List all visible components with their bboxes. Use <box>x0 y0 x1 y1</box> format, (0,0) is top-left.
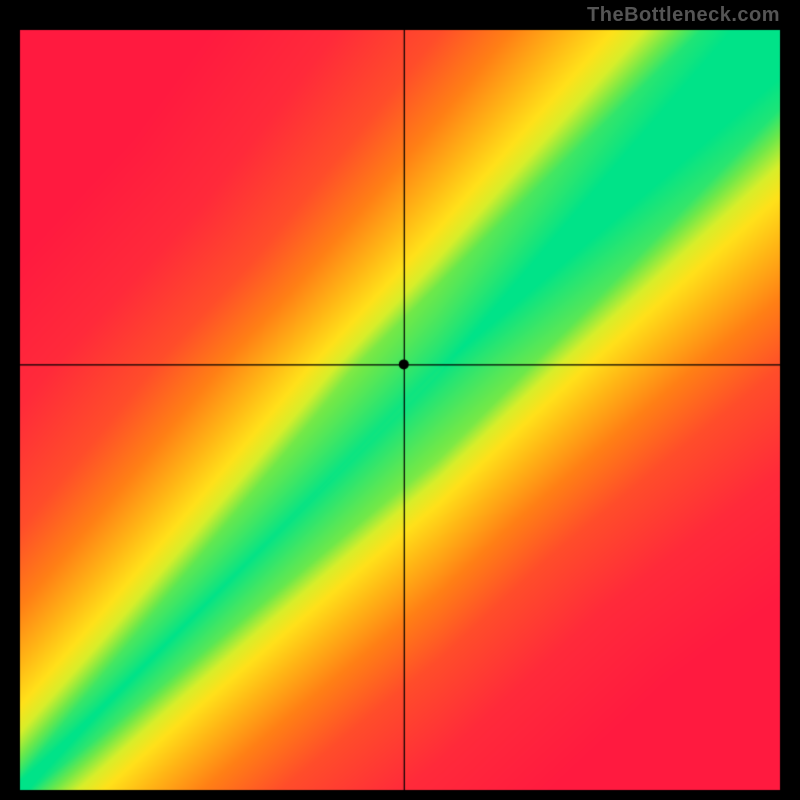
bottleneck-heatmap-canvas <box>0 0 800 800</box>
watermark-text: TheBottleneck.com <box>587 4 780 27</box>
chart-container: TheBottleneck.com <box>0 0 800 800</box>
